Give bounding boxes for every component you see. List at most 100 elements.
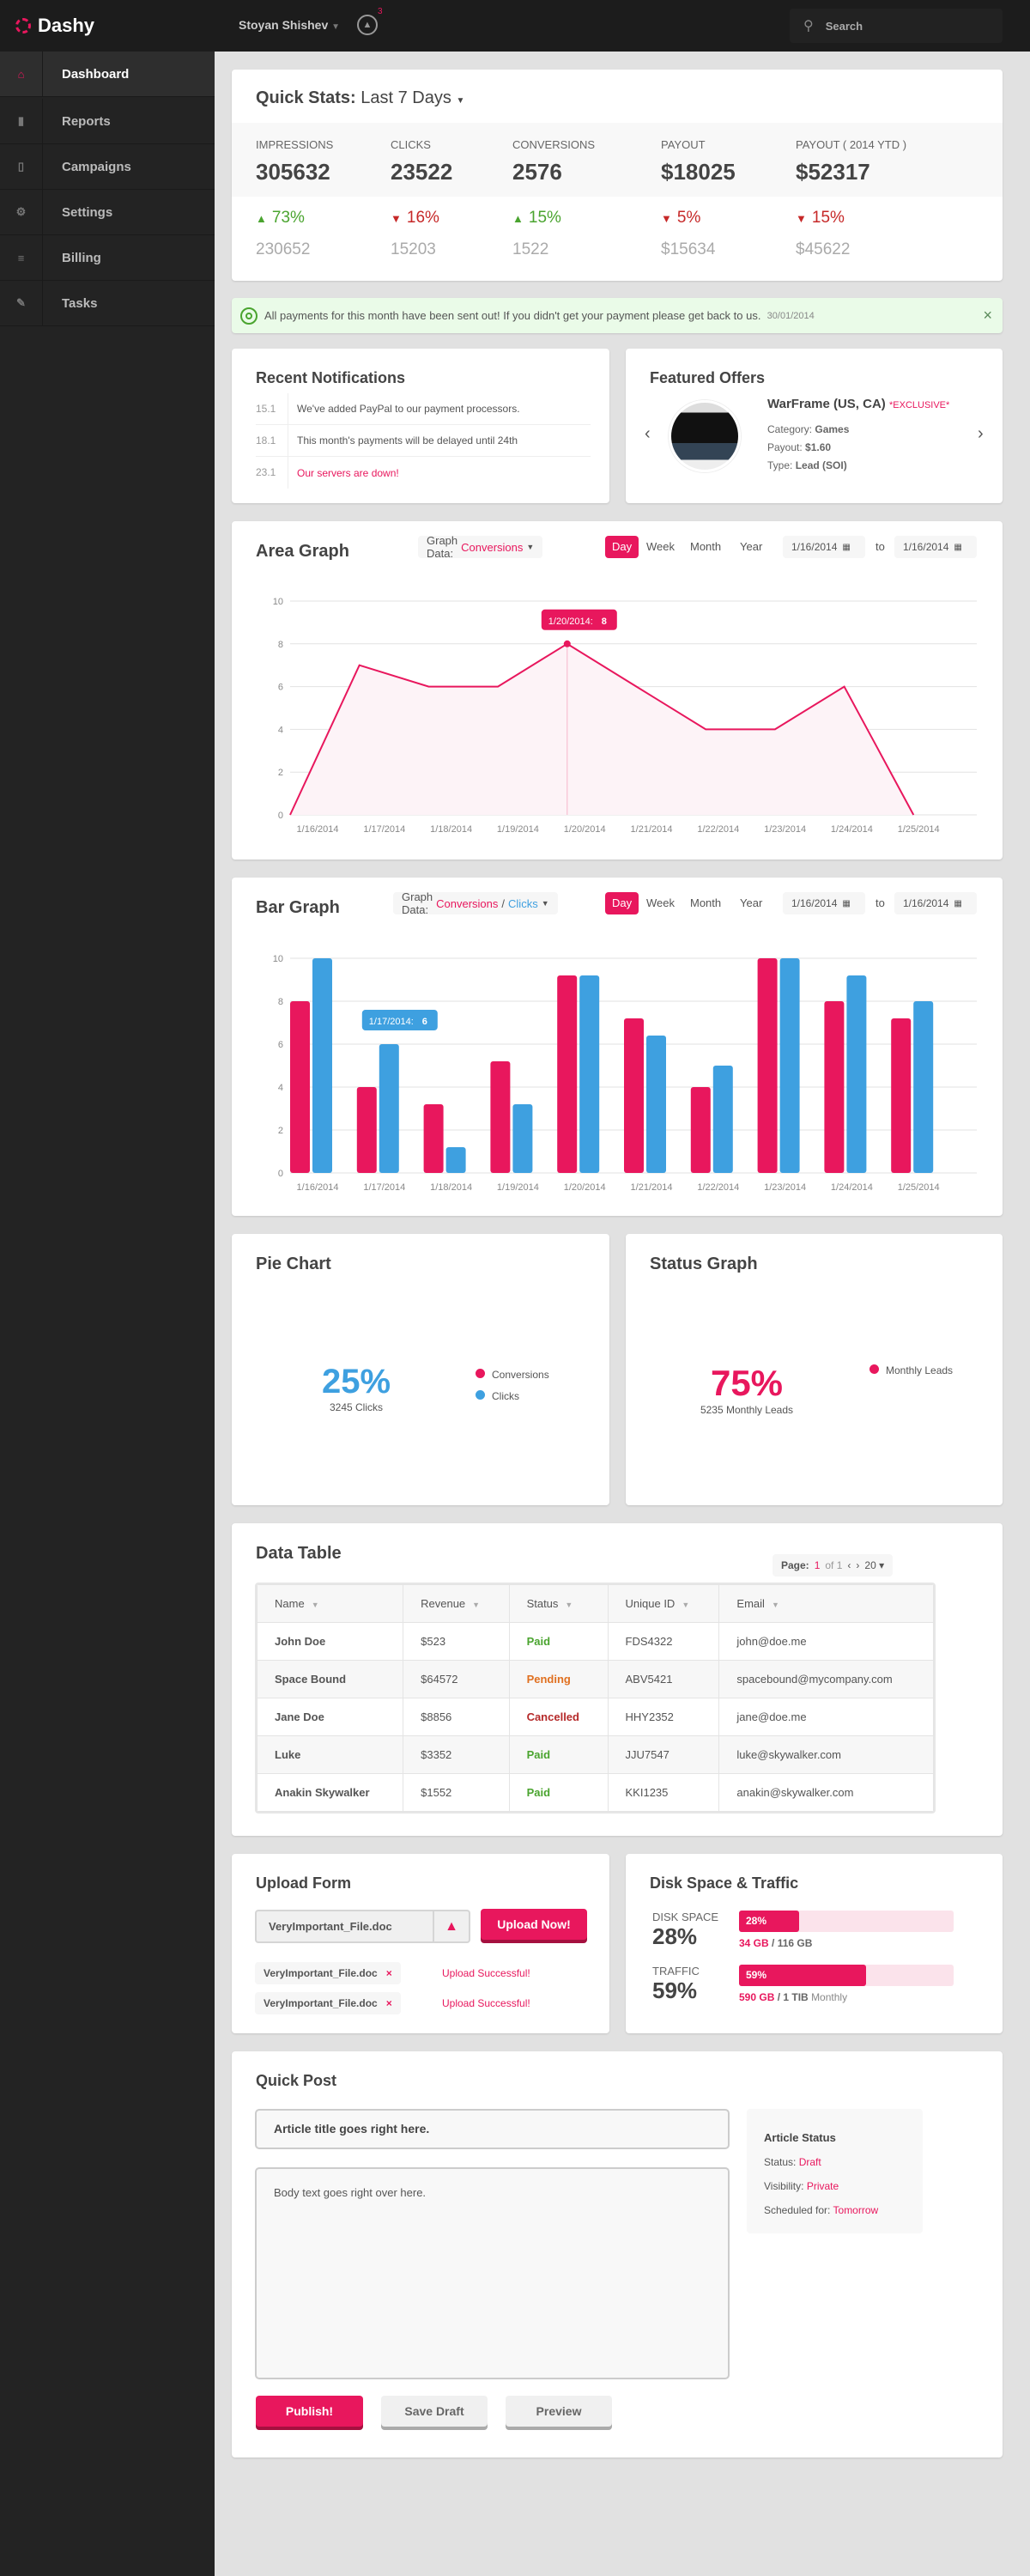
offer-name[interactable]: WarFrame (US, CA) *EXCLUSIVE* [767, 397, 950, 411]
save-draft-button[interactable]: Save Draft [381, 2396, 488, 2427]
pie-center: 25% 3245 Clicks [296, 1363, 416, 1413]
table-cell-name: Space Bound [257, 1660, 404, 1698]
logo-icon [15, 18, 31, 33]
calendar-icon: ▦ [954, 898, 962, 908]
next-page-icon[interactable]: › [856, 1559, 860, 1571]
calendar-icon: ▦ [842, 898, 851, 908]
date-to-input[interactable]: 1/16/2014 ▦ [894, 892, 977, 914]
notification-item[interactable]: 18.1 This month's payments will be delaye… [256, 425, 591, 457]
period-week[interactable]: Week [646, 540, 675, 553]
table-cell-unique-id: FDS4322 [607, 1622, 720, 1661]
sidebar-item-reports[interactable]: ▮ Reports [0, 99, 215, 144]
sidebar: ⌂ Dashboard ▮ Reports ▯ Campaigns ⚙ Settings… [0, 52, 215, 2576]
brand-logo[interactable]: Dashy [15, 15, 94, 37]
stat-label: IMPRESSIONS [256, 138, 334, 151]
chevron-right-icon[interactable]: › [978, 424, 984, 443]
card-title: Upload Form [256, 1874, 351, 1892]
status-center-label: 5235 Monthly Leads [700, 1404, 794, 1416]
column-header[interactable]: Unique ID ▼ [607, 1584, 720, 1623]
table-row[interactable]: Space Bound $64572 Pending ABV5421 spaceboun… [257, 1660, 934, 1698]
stat-previous: $45622 [796, 240, 851, 258]
legend-item-clicks: Clicks [476, 1386, 549, 1407]
upload-now-button[interactable]: Upload Now! [481, 1909, 587, 1940]
publish-button[interactable]: Publish! [256, 2396, 363, 2427]
table-row[interactable]: Anakin Skywalker $1552 Paid KKI1235 anakin@s… [257, 1773, 934, 1812]
pagination: Page: 1 of 1 ‹ › 20 ▾ [772, 1554, 894, 1577]
chevron-left-icon[interactable]: ‹ [645, 424, 651, 443]
date-to-input[interactable]: 1/16/2014 ▦ [894, 536, 977, 558]
period-week[interactable]: Week [646, 896, 675, 909]
column-header[interactable]: Name ▼ [257, 1584, 404, 1623]
table-cell-email: spacebound@mycompany.com [718, 1660, 934, 1698]
stat-label: PAYOUT ( 2014 YTD ) [796, 138, 907, 151]
article-title-input[interactable]: Article title goes right here. [255, 2109, 730, 2149]
bell-icon[interactable]: ▲ [357, 15, 378, 35]
status-center: 75% 5235 Monthly Leads [670, 1363, 824, 1416]
stat-previous: 15203 [391, 240, 436, 258]
pie-center-value: 25% [321, 1363, 391, 1400]
remove-file-icon[interactable]: × [385, 1997, 392, 2009]
table-cell-unique-id: HHY2352 [607, 1698, 720, 1736]
traffic-progress-bar: 59% [739, 1965, 954, 1986]
notification-item[interactable]: 15.1 We've added PayPal to our payment pr… [256, 393, 591, 425]
period-year[interactable]: Year [740, 540, 763, 553]
period-month[interactable]: Month [690, 896, 722, 909]
chevron-down-icon: ▼ [526, 543, 535, 551]
visibility-row: Visibility: Private [764, 2180, 839, 2192]
stat-label: CONVERSIONS [512, 138, 596, 151]
stat-change: ▲ 73% [256, 209, 305, 227]
uploaded-file: VeryImportant_File.doc × [255, 1992, 401, 2014]
remove-file-icon[interactable]: × [385, 1967, 392, 1979]
sidebar-item-settings[interactable]: ⚙ Settings [0, 190, 215, 235]
sidebar-item-tasks[interactable]: ✎ Tasks [0, 281, 215, 326]
table-row[interactable]: John Doe $523 Paid FDS4322 john@doe.me [257, 1622, 934, 1661]
visibility-value[interactable]: Private [806, 2180, 839, 2192]
preview-button[interactable]: Preview [506, 2396, 612, 2427]
to-label: to [876, 896, 885, 909]
stat-payout-2014-ytd-: PAYOUT ( 2014 YTD ) $52317 ▼ 15% $45622 [796, 70, 924, 281]
stat-change: ▲ 15% [512, 209, 561, 227]
notification-date: 23.1 [256, 457, 288, 489]
article-status-panel: Article Status Status: Draft Visibility:… [747, 2109, 923, 2233]
column-header[interactable]: Status ▼ [508, 1584, 609, 1623]
prev-page-icon[interactable]: ‹ [847, 1559, 851, 1571]
column-header[interactable]: Email ▼ [718, 1584, 934, 1623]
current-page[interactable]: 1 [814, 1559, 821, 1571]
graph-data-select[interactable]: Graph Data: Conversions / Clicks ▼ [393, 890, 558, 916]
featured-offers-card: Featured Offers ‹ › WarFrame (US, CA) *E… [626, 349, 1003, 503]
user-menu[interactable]: Stoyan Shishev ▼ [239, 18, 340, 32]
legend-item-monthly-leads: Monthly Leads [869, 1364, 953, 1376]
date-from-input[interactable]: 1/16/2014 ▦ [783, 536, 865, 558]
table-cell-status: Cancelled [508, 1698, 609, 1736]
status-value[interactable]: Draft [798, 2156, 821, 2168]
brand-name: Dashy [38, 15, 95, 36]
per-page-select[interactable]: 20 ▾ [864, 1559, 885, 1571]
period-day[interactable]: Day [605, 892, 639, 914]
card-title: Disk Space & Traffic [650, 1874, 799, 1892]
table-row[interactable]: Jane Doe $8856 Cancelled HHY2352 jane@doe.me [257, 1698, 934, 1736]
search-input[interactable]: ⚲ Search [790, 9, 1003, 43]
notification-text: We've added PayPal to our payment proces… [297, 403, 520, 415]
file-input[interactable]: VeryImportant_File.doc ▲ [255, 1910, 470, 1943]
sidebar-item-label: Dashboard [62, 66, 130, 82]
period-month[interactable]: Month [690, 540, 722, 553]
sidebar-item-dashboard[interactable]: ⌂ Dashboard [0, 52, 215, 97]
offer-thumbnail[interactable] [669, 400, 741, 472]
sidebar-item-label: Settings [62, 204, 113, 220]
sidebar-item-billing[interactable]: ≡ Billing [0, 235, 215, 281]
sidebar-item-campaigns[interactable]: ▯ Campaigns [0, 144, 215, 190]
upload-arrow-icon[interactable]: ▲ [433, 1911, 469, 1941]
stat-clicks: CLICKS 23522 ▼ 16% 15203 [391, 70, 519, 281]
period-year[interactable]: Year [740, 896, 763, 909]
user-name: Stoyan Shishev [239, 18, 329, 32]
period-day[interactable]: Day [605, 536, 639, 558]
notification-item[interactable]: 23.1 Our servers are down! [256, 457, 591, 489]
scheduled-value[interactable]: Tomorrow [833, 2204, 879, 2216]
range-select[interactable]: Last 7 Days [360, 88, 451, 107]
article-body-textarea[interactable]: Body text goes right over here. [255, 2167, 730, 2379]
date-from-input[interactable]: 1/16/2014 ▦ [783, 892, 865, 914]
column-header[interactable]: Revenue ▼ [403, 1584, 510, 1623]
close-icon[interactable]: × [983, 307, 992, 324]
table-row[interactable]: Luke $3352 Paid JJU7547 luke@skywalker.com [257, 1735, 934, 1774]
graph-data-select[interactable]: Graph Data: Conversions ▼ [418, 534, 543, 560]
